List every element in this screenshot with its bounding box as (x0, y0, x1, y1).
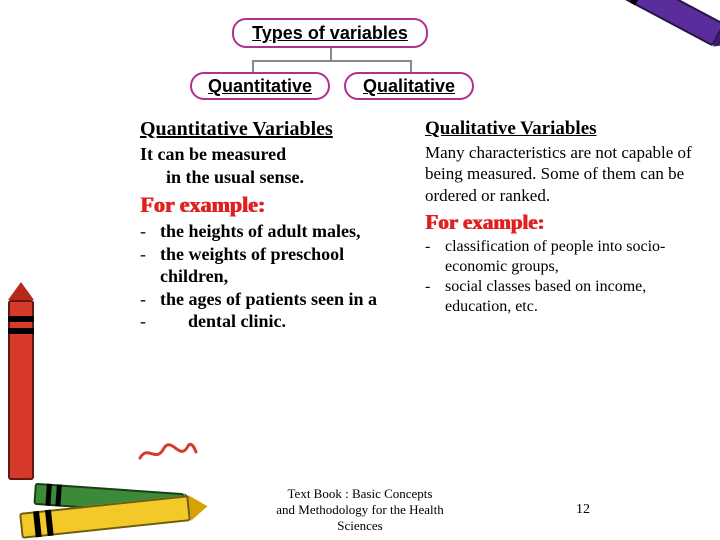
quantitative-body-line1: It can be measured (140, 144, 286, 164)
tree-left-node: Quantitative (190, 72, 330, 100)
list-item-text: the ages of patients seen in a (160, 289, 377, 309)
tree-connector (252, 60, 412, 62)
tree-connector (410, 60, 412, 72)
list-item-text: the heights of adult males, (160, 221, 361, 241)
list-item-text: dental clinic. (188, 311, 286, 331)
tree-right-node: Qualitative (344, 72, 474, 100)
quantitative-examples-list: -the heights of adult males, -the weight… (140, 220, 415, 333)
list-item-text: social classes based on income, educatio… (445, 277, 700, 317)
list-item: -the weights of preschool children, (140, 243, 415, 288)
tree-root-node: Types of variables (232, 18, 428, 48)
footer-line: Sciences (337, 518, 382, 533)
footer-line: Text Book : Basic Concepts (288, 486, 433, 501)
tree-connector (252, 60, 254, 72)
for-example-label: For example: (140, 192, 265, 218)
quantitative-body-line2: in the usual sense. (166, 167, 304, 187)
for-example-label: For example: (425, 210, 544, 235)
qualitative-column: Qualitative Variables Many characteristi… (425, 118, 700, 333)
list-item-text: classification of people into socio-econ… (445, 237, 700, 277)
qualitative-body: Many characteristics are not capable of … (425, 142, 700, 206)
slide-number: 12 (576, 502, 590, 518)
footer-line: and Methodology for the Health (276, 502, 444, 517)
crayon-icon (607, 0, 720, 47)
scribble-icon (138, 438, 198, 466)
list-item: -social classes based on income, educati… (425, 277, 700, 317)
list-item: -dental clinic. (140, 310, 415, 333)
content-columns: Quantitative Variables It can be measure… (140, 118, 700, 333)
qualitative-examples-list: -classification of people into socio-eco… (425, 237, 700, 317)
list-item-text: the weights of preschool children, (160, 244, 344, 287)
list-item: -classification of people into socio-eco… (425, 237, 700, 277)
quantitative-heading: Quantitative Variables (140, 118, 415, 141)
crayon-icon (8, 300, 34, 480)
list-item: -the heights of adult males, (140, 220, 415, 243)
qualitative-heading: Qualitative Variables (425, 118, 700, 140)
tree-connector (330, 48, 332, 60)
quantitative-column: Quantitative Variables It can be measure… (140, 118, 415, 333)
list-item: -the ages of patients seen in a (140, 288, 415, 311)
